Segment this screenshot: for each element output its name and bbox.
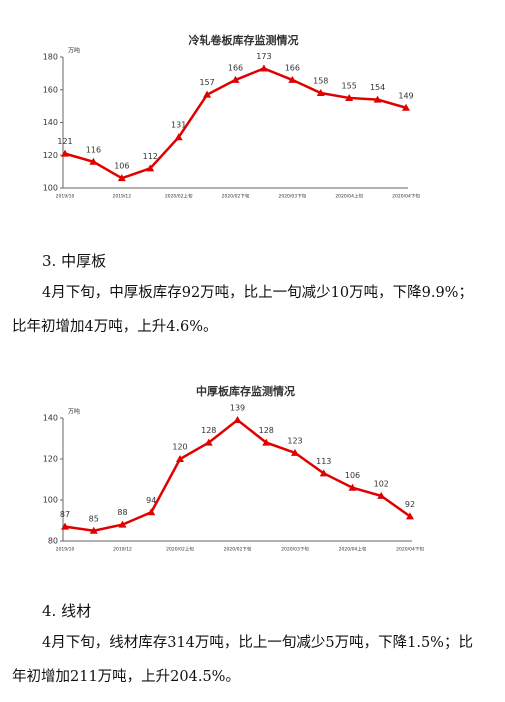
marker [316,89,325,97]
y-tick-label: 120 [43,455,58,464]
marker [174,133,183,141]
data-label: 94 [146,496,156,505]
x-tick-label: 2019/10 [56,194,75,200]
data-label: 158 [313,77,328,86]
x-tick-label: 2019/10 [56,547,75,553]
section-body: 4月下旬，中厚板库存92万吨，比上一旬减少10万吨，下降9.9%；比年初增加4万… [12,285,473,335]
data-label: 120 [172,443,187,452]
data-label: 106 [114,162,129,171]
marker [118,520,127,528]
marker [147,508,156,516]
x-tick-label: 2020/04下旬 [392,193,420,200]
marker [204,438,213,446]
y-tick-label: 100 [43,184,58,193]
marker [89,157,98,165]
x-tick-label: 2020/04上旬 [335,193,363,200]
y-tick-label: 140 [43,414,58,423]
y-tick-label: 140 [43,118,58,127]
marker [291,448,299,456]
data-label: 131 [171,121,186,130]
data-label: 123 [287,436,302,445]
data-label: 166 [285,63,300,72]
data-label: 121 [57,137,72,146]
x-tick-label: 2020/04上旬 [339,546,367,553]
data-label: 149 [398,91,413,100]
x-tick-label: 2020/04下旬 [396,546,424,553]
data-label: 173 [256,52,271,61]
chart-title: 中厚板库存监测情况 [196,384,295,398]
marker [406,512,414,520]
marker [61,149,69,157]
y-tick-label: 80 [48,537,58,546]
y-unit: 万吨 [68,47,80,55]
data-label: 128 [201,426,216,435]
marker [259,64,268,72]
marker [373,95,382,103]
marker [231,75,240,83]
data-label: 128 [259,426,274,435]
marker [61,522,69,530]
x-tick-label: 2020/02下旬 [224,546,252,553]
x-tick-label: 2020/02上旬 [165,193,193,200]
data-label: 87 [60,510,70,519]
data-label: 106 [345,471,360,480]
x-tick-label: 2019/12 [113,547,132,553]
y-tick-label: 180 [43,53,58,62]
data-label: 112 [143,152,158,161]
marker [176,455,184,462]
section-heading: 3. 中厚板 [42,252,107,270]
marker [402,103,410,111]
marker [203,90,212,98]
marker [146,164,155,172]
marker [319,469,328,477]
data-label: 85 [89,514,99,523]
data-label: 166 [228,63,243,72]
marker [348,483,357,491]
data-label: 113 [316,457,331,466]
x-tick-label: 2020/03下旬 [278,193,306,200]
data-label: 116 [86,145,101,154]
y-tick-label: 160 [43,85,58,94]
section-body: 4月下旬，线材库存314万吨，比上一旬减少5万吨，下降1.5%；比年初增加211… [12,635,473,685]
x-tick-label: 2020/02上旬 [166,546,194,553]
marker [233,416,242,424]
section-heading: 4. 线材 [42,602,92,620]
x-tick-label: 2020/03下旬 [281,546,309,553]
marker [262,438,271,446]
data-label: 154 [370,83,385,92]
marker [345,93,354,101]
marker [89,526,98,534]
marker [288,75,297,83]
data-label: 155 [342,81,357,90]
data-label: 139 [230,404,245,413]
y-unit: 万吨 [68,408,80,416]
y-tick-label: 120 [43,151,58,160]
marker [377,491,386,499]
x-tick-label: 2020/02下旬 [222,193,250,200]
marker [117,174,126,182]
x-tick-label: 2019/12 [112,194,131,200]
y-tick-label: 100 [43,496,58,505]
data-label: 157 [199,78,214,87]
data-label: 102 [374,479,389,488]
data-label: 88 [117,508,127,517]
data-label: 92 [405,500,415,509]
chart-title: 冷轧卷板库存监测情况 [189,33,299,47]
